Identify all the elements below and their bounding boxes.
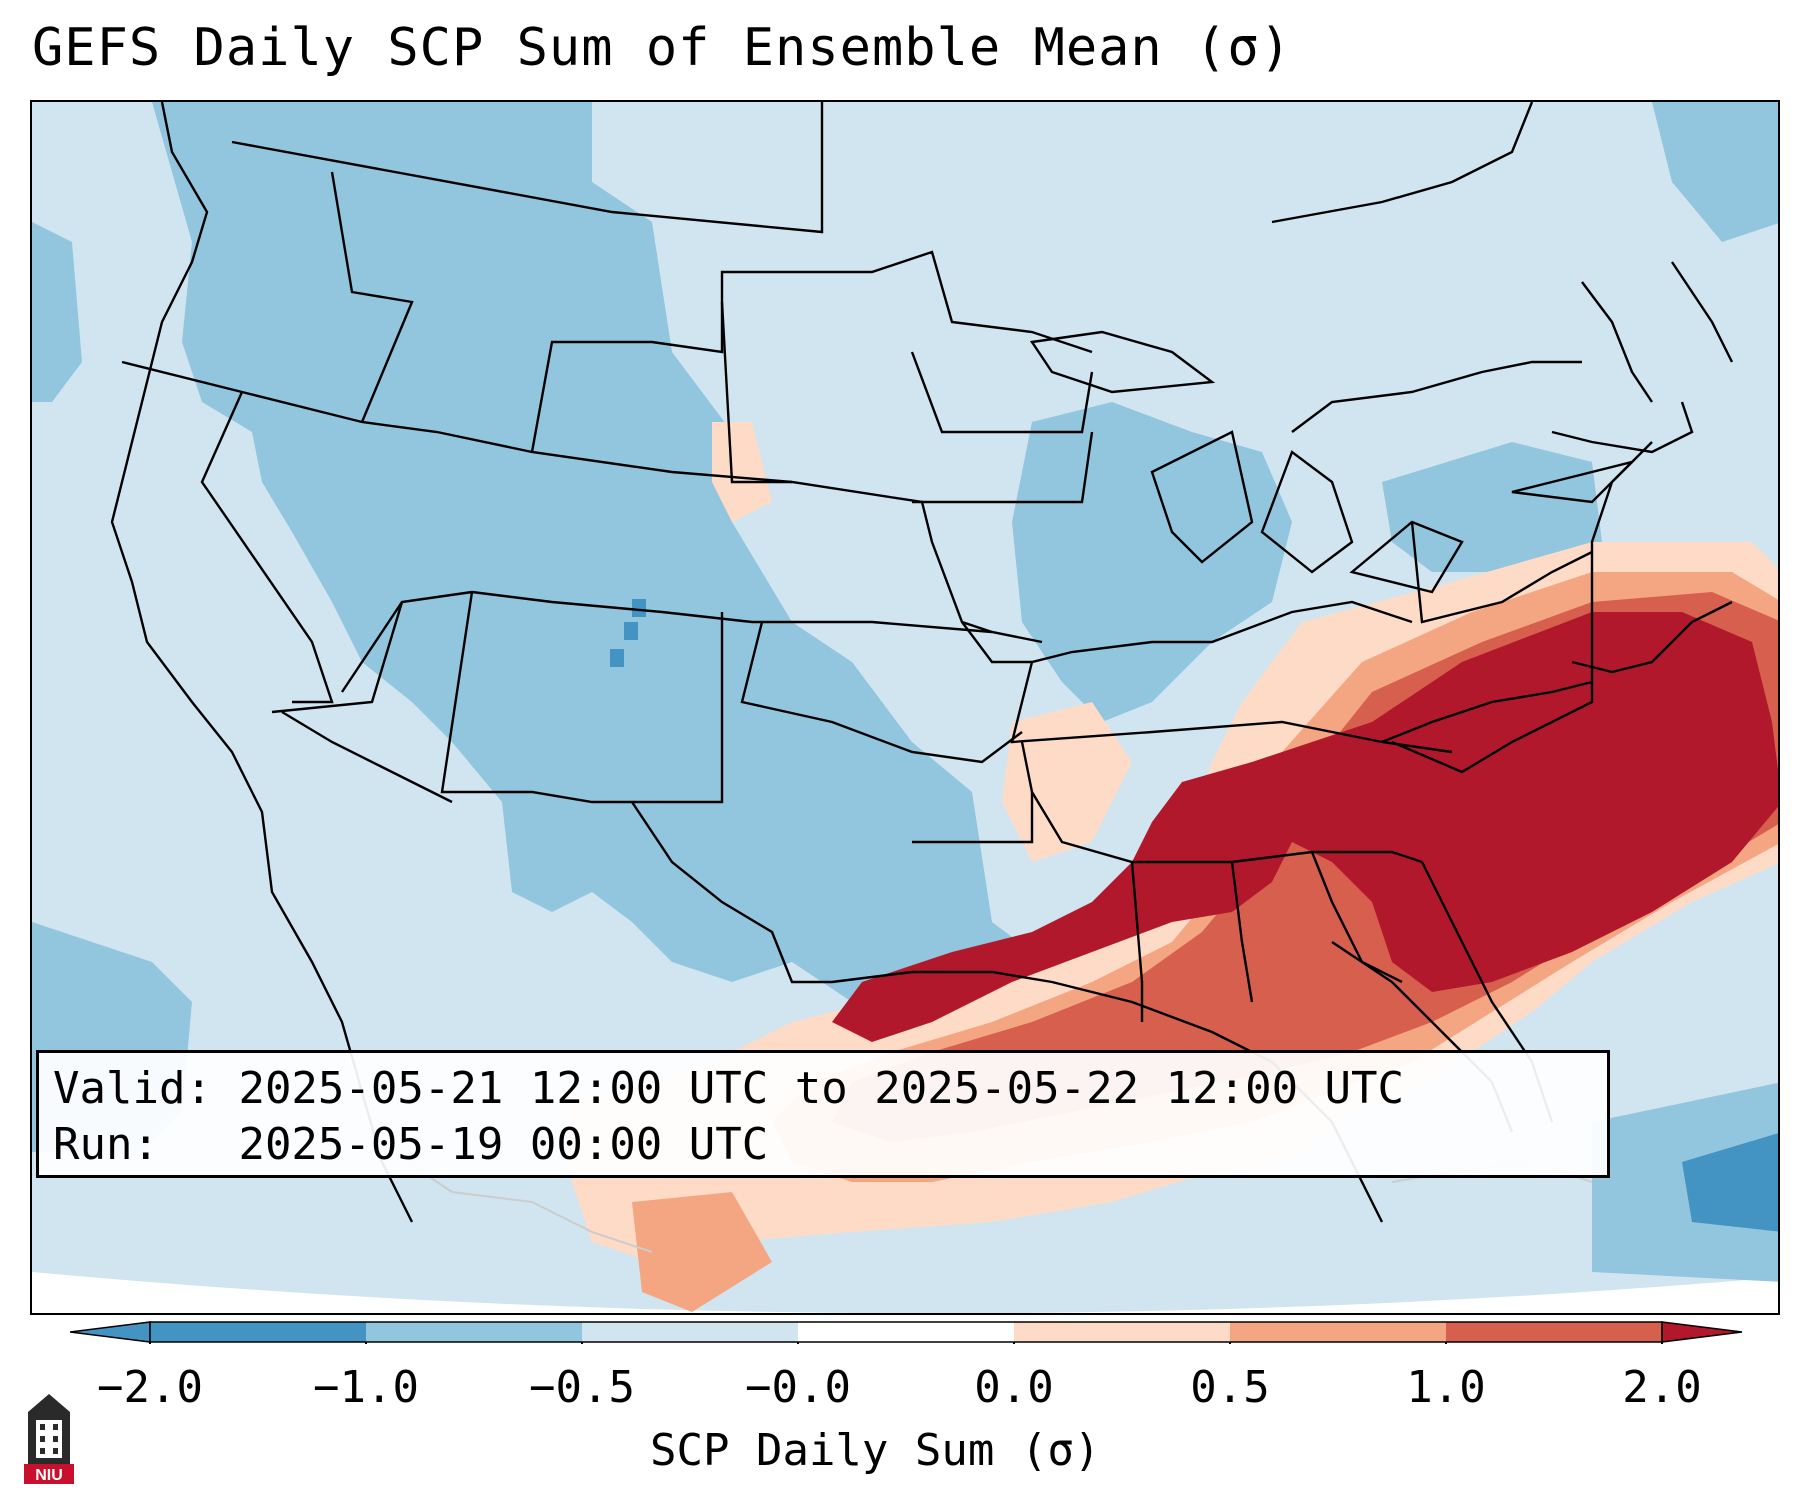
state-boundaries <box>110 102 1734 1223</box>
valid-label: Valid: <box>53 1063 212 1114</box>
scp-map <box>32 102 1778 1313</box>
tick-label: −1.0 <box>313 1362 419 1413</box>
tick-label: 0.5 <box>1190 1362 1270 1413</box>
colorbar-segment-5 <box>1014 1322 1230 1342</box>
extreme-positive-regions <box>832 612 1778 1042</box>
niu-logo-icon: NIU <box>24 1394 74 1484</box>
tick-label: −0.0 <box>745 1362 851 1413</box>
run-label: Run: <box>53 1119 159 1170</box>
colorbar-segment-3 <box>582 1322 798 1342</box>
colorbar-label: SCP Daily Sum (σ) <box>650 1425 1101 1476</box>
colorbar-min-arrow <box>70 1321 151 1343</box>
run-line: Run: 2025-05-19 00:00 UTC <box>53 1117 1593 1173</box>
colorbar <box>70 1321 1743 1344</box>
map-panel <box>30 100 1780 1315</box>
colorbar-segment-4 <box>798 1322 1014 1342</box>
tick-label: −0.5 <box>529 1362 635 1413</box>
valid-run-info-box: Valid: 2025-05-21 12:00 UTC to 2025-05-2… <box>36 1050 1610 1178</box>
tick-label: 0.0 <box>974 1362 1054 1413</box>
colorbar-ticks <box>149 1342 1663 1344</box>
valid-value: 2025-05-21 12:00 UTC to 2025-05-22 12:00… <box>238 1063 1405 1114</box>
colorbar-segment-6 <box>1230 1322 1446 1342</box>
run-value: 2025-05-19 00:00 UTC <box>238 1119 769 1170</box>
strong-negative-regions <box>610 599 1778 1232</box>
colorbar-segment-2 <box>366 1322 582 1342</box>
tick-label: 1.0 <box>1406 1362 1486 1413</box>
colorbar-max-arrow <box>1661 1321 1743 1343</box>
colorbar-segment-1 <box>150 1322 366 1342</box>
valid-line: Valid: 2025-05-21 12:00 UTC to 2025-05-2… <box>53 1061 1593 1117</box>
tick-label: 2.0 <box>1622 1362 1702 1413</box>
tick-label: −2.0 <box>97 1362 203 1413</box>
colorbar-segment-7 <box>1446 1322 1662 1342</box>
map-title: GEFS Daily SCP Sum of Ensemble Mean (σ) <box>32 18 1292 78</box>
logo-text: NIU <box>35 1467 63 1484</box>
